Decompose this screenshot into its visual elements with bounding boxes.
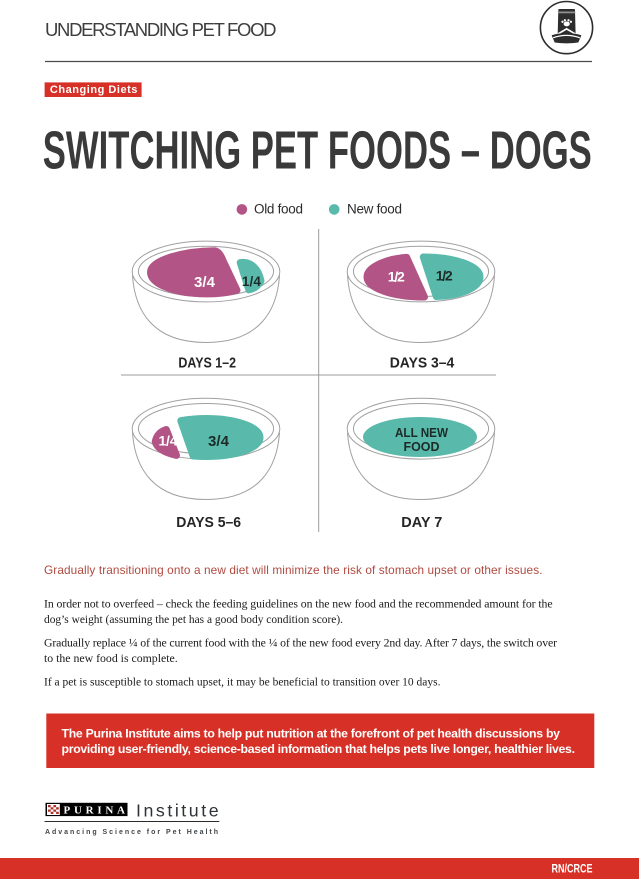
svg-text:ALL NEW: ALL NEW	[395, 425, 449, 440]
svg-text:Changing Diets: Changing Diets	[50, 84, 137, 96]
svg-text:1/2: 1/2	[388, 269, 405, 285]
svg-text:Institute: Institute	[136, 801, 219, 821]
svg-text:SWITCHING PET FOODS – DOGS: SWITCHING PET FOODS – DOGS	[43, 121, 592, 181]
svg-text:In order not to overfeed – che: In order not to overfeed – check the fee…	[44, 597, 553, 611]
svg-text:providing user-friendly, scien: providing user-friendly, science-based i…	[62, 742, 576, 756]
svg-text:RN/CRCE: RN/CRCE	[552, 863, 593, 875]
svg-text:Advancing Science for Pet Heal: Advancing Science for Pet Health	[45, 829, 218, 836]
svg-text:If a pet is susceptible to sto: If a pet is susceptible to stomach upset…	[44, 675, 441, 689]
svg-text:Gradually transitioning onto a: Gradually transitioning onto a new diet …	[44, 563, 543, 577]
svg-text:DAYS 3–4: DAYS 3–4	[390, 354, 455, 371]
svg-text:3/4: 3/4	[208, 433, 230, 450]
svg-text:3/4: 3/4	[194, 274, 216, 291]
svg-text:DAYS 5–6: DAYS 5–6	[176, 514, 241, 531]
svg-text:FOOD: FOOD	[404, 439, 440, 454]
svg-text:1/4: 1/4	[242, 274, 261, 289]
svg-text:Old food: Old food	[254, 202, 303, 217]
svg-text:UNDERSTANDING PET FOOD: UNDERSTANDING PET FOOD	[45, 19, 277, 40]
svg-text:1/4: 1/4	[159, 433, 178, 449]
svg-text:The Purina Institute aims to h: The Purina Institute aims to help put nu…	[62, 727, 561, 741]
svg-text:1/2: 1/2	[436, 268, 453, 284]
svg-text:dog’s weight (assuming the pet: dog’s weight (assuming the pet has a goo…	[44, 612, 343, 626]
svg-text:Gradually replace ¼ of the cur: Gradually replace ¼ of the current food …	[44, 636, 557, 650]
svg-text:to the new food is complete.: to the new food is complete.	[44, 651, 178, 665]
svg-text:New food: New food	[347, 202, 402, 217]
svg-text:DAYS 1–2: DAYS 1–2	[178, 354, 236, 371]
svg-text:DAY 7: DAY 7	[401, 514, 442, 531]
